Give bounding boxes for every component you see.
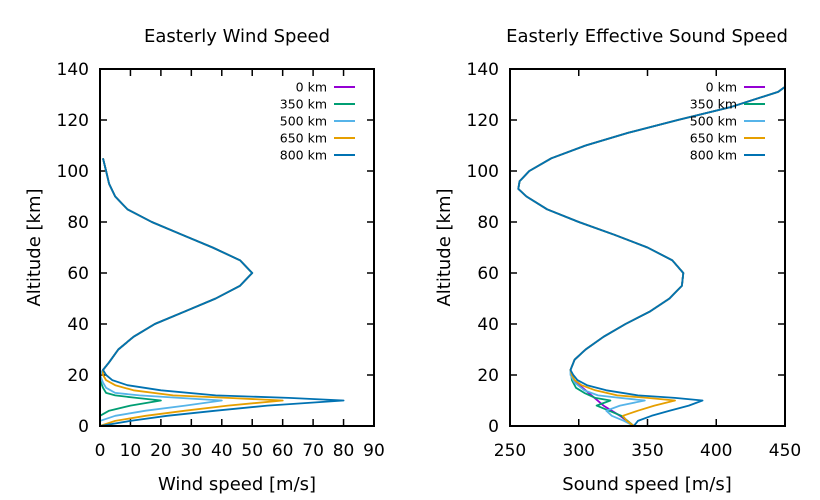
y-tick-label: 100 xyxy=(57,162,89,182)
x-tick-label: 40 xyxy=(211,441,233,461)
series-lines xyxy=(100,158,345,426)
legend-label: 800 km xyxy=(280,148,327,163)
legend-label: 0 km xyxy=(296,80,327,95)
y-tick-label: 100 xyxy=(467,162,499,182)
plot-frame xyxy=(509,68,786,427)
x-tick-label: 400 xyxy=(700,441,732,461)
x-tick-label: 50 xyxy=(241,441,263,461)
y-tick-label: 20 xyxy=(477,366,499,386)
y-tick-label: 0 xyxy=(488,417,499,437)
legend: 0 km 350 km 500 km 650 km 800 km xyxy=(690,80,765,163)
y-axis-label: Altitude [km] xyxy=(24,188,45,306)
axis-ticks: 0 10 20 30 40 50 60 70 80 90 0 20 40 60 80 100 120 140 xyxy=(57,60,385,461)
x-tick-label: 350 xyxy=(631,441,663,461)
x-tick-label: 80 xyxy=(333,441,355,461)
y-tick-label: 140 xyxy=(467,60,499,80)
chart-title: Easterly Effective Sound Speed xyxy=(506,26,788,47)
y-tick-label: 0 xyxy=(78,417,89,437)
legend-label: 500 km xyxy=(690,114,737,129)
chart-wind-speed: Easterly Wind Speed Wind speed [m/s] Alt… xyxy=(24,26,385,495)
y-tick-label: 120 xyxy=(57,111,89,131)
series-line-0-km xyxy=(517,85,785,426)
y-tick-label: 80 xyxy=(477,213,499,233)
x-tick-label: 10 xyxy=(120,441,142,461)
chart-sound-speed: Easterly Effective Sound Speed Sound spe… xyxy=(434,26,801,495)
series-line-350-km xyxy=(517,85,785,426)
y-tick-label: 60 xyxy=(67,264,89,284)
series-lines xyxy=(517,85,785,426)
series-line-500-km xyxy=(517,85,785,426)
legend-label: 350 km xyxy=(690,97,737,112)
x-axis-label: Sound speed [m/s] xyxy=(562,474,732,495)
legend-label: 500 km xyxy=(280,114,327,129)
legend-label: 350 km xyxy=(280,97,327,112)
series-line-800-km xyxy=(100,158,345,426)
x-tick-label: 250 xyxy=(494,441,526,461)
legend-label: 650 km xyxy=(280,131,327,146)
y-tick-label: 40 xyxy=(477,315,499,335)
series-line-800-km xyxy=(517,85,785,426)
x-tick-label: 90 xyxy=(363,441,385,461)
x-tick-label: 300 xyxy=(563,441,595,461)
legend-label: 650 km xyxy=(690,131,737,146)
x-tick-label: 60 xyxy=(272,441,294,461)
axis-ticks: 250 300 350 400 450 0 20 40 60 80 100 120 140 xyxy=(467,60,802,461)
chart-title: Easterly Wind Speed xyxy=(144,26,330,47)
x-tick-label: 30 xyxy=(181,441,203,461)
x-tick-label: 70 xyxy=(302,441,324,461)
x-axis-label: Wind speed [m/s] xyxy=(158,474,316,495)
legend-label: 0 km xyxy=(706,80,737,95)
y-axis-label: Altitude [km] xyxy=(434,188,455,306)
y-tick-label: 140 xyxy=(57,60,89,80)
x-tick-label: 0 xyxy=(95,441,106,461)
series-line-650-km xyxy=(517,85,785,426)
y-tick-label: 60 xyxy=(477,264,499,284)
x-tick-label: 450 xyxy=(769,441,801,461)
x-tick-label: 20 xyxy=(150,441,172,461)
legend: 0 km 350 km 500 km 650 km 800 km xyxy=(280,80,355,163)
y-tick-label: 80 xyxy=(67,213,89,233)
y-tick-label: 20 xyxy=(67,366,89,386)
y-tick-label: 40 xyxy=(67,315,89,335)
y-tick-label: 120 xyxy=(467,111,499,131)
plot-frame xyxy=(99,68,375,427)
legend-label: 800 km xyxy=(690,148,737,163)
